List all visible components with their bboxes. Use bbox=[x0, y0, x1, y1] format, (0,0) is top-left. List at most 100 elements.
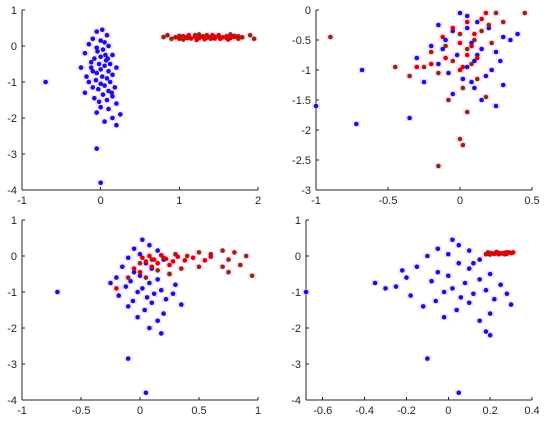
x-tick-label: 0 bbox=[445, 405, 451, 417]
data-point bbox=[493, 10, 499, 16]
point-halo-layer bbox=[302, 236, 518, 396]
data-point bbox=[464, 52, 470, 58]
data-point bbox=[104, 32, 110, 38]
data-point bbox=[104, 76, 110, 81]
data-point bbox=[441, 289, 447, 295]
data-point bbox=[443, 43, 448, 49]
data-point bbox=[177, 36, 182, 42]
data-point bbox=[103, 52, 108, 58]
data-point bbox=[477, 318, 482, 324]
data-point bbox=[483, 287, 489, 293]
data-point bbox=[251, 36, 257, 42]
data-point bbox=[169, 36, 174, 42]
series-1 bbox=[303, 237, 514, 396]
data-point bbox=[487, 271, 493, 277]
data-point bbox=[125, 304, 131, 309]
data-point bbox=[84, 74, 89, 79]
y-tick-label: -2.5 bbox=[292, 155, 311, 167]
data-point bbox=[170, 259, 176, 264]
data-point bbox=[137, 269, 143, 275]
data-point bbox=[130, 298, 136, 304]
data-point bbox=[457, 31, 463, 37]
data-point bbox=[445, 251, 451, 257]
data-point bbox=[436, 22, 441, 28]
data-point bbox=[149, 264, 155, 270]
y-tick-label: -2 bbox=[7, 323, 17, 335]
data-point bbox=[500, 19, 506, 25]
data-point bbox=[510, 250, 516, 255]
data-point bbox=[102, 119, 107, 124]
data-point bbox=[496, 251, 501, 257]
data-point bbox=[471, 260, 476, 266]
data-point bbox=[88, 59, 94, 65]
x-tick-label: -0.6 bbox=[313, 405, 332, 417]
data-point bbox=[94, 70, 100, 76]
series-2 bbox=[328, 10, 528, 169]
series-1 bbox=[313, 10, 520, 127]
data-point bbox=[498, 282, 503, 288]
data-point bbox=[492, 296, 497, 302]
data-point bbox=[472, 37, 477, 43]
data-point bbox=[143, 390, 149, 396]
y-tick-label: -0.5 bbox=[292, 35, 311, 47]
series-3 bbox=[173, 32, 241, 43]
data-point bbox=[414, 64, 420, 70]
data-point bbox=[131, 266, 137, 271]
data-point bbox=[460, 76, 466, 82]
data-point bbox=[469, 79, 474, 85]
data-point bbox=[96, 86, 101, 92]
x-tick-label: -1 bbox=[17, 405, 27, 417]
data-point bbox=[105, 56, 111, 61]
data-point bbox=[135, 289, 140, 295]
data-point bbox=[102, 63, 107, 69]
data-point bbox=[147, 325, 152, 331]
data-point bbox=[393, 284, 399, 289]
data-point bbox=[303, 289, 309, 295]
data-point bbox=[208, 254, 214, 260]
data-point bbox=[137, 260, 143, 266]
data-point bbox=[90, 68, 96, 74]
x-tick-label: -0.5 bbox=[72, 405, 91, 417]
data-point bbox=[161, 311, 166, 316]
data-point bbox=[165, 32, 170, 38]
data-point bbox=[102, 83, 107, 88]
data-point bbox=[155, 277, 160, 282]
data-point bbox=[94, 29, 100, 34]
data-point bbox=[220, 248, 225, 253]
y-tick-label: 0 bbox=[11, 251, 17, 263]
series-3 bbox=[414, 10, 489, 73]
data-point bbox=[125, 275, 131, 280]
x-tick-label: 0 bbox=[98, 195, 104, 207]
data-point bbox=[457, 136, 463, 142]
data-point bbox=[247, 32, 253, 38]
data-point bbox=[228, 32, 233, 37]
data-point bbox=[443, 55, 448, 61]
data-point bbox=[100, 47, 106, 52]
data-point bbox=[420, 304, 426, 309]
data-point bbox=[155, 260, 160, 266]
data-point bbox=[173, 282, 178, 288]
data-point bbox=[98, 104, 103, 110]
data-point bbox=[428, 49, 434, 55]
data-point bbox=[116, 293, 122, 298]
data-point bbox=[469, 43, 474, 49]
data-point bbox=[188, 36, 194, 41]
data-point bbox=[144, 295, 150, 300]
data-point bbox=[460, 142, 466, 148]
chart-panel-1: -1 0 1 2 1 0 -1 -2 -3 -4 bbox=[7, 5, 261, 207]
data-point bbox=[217, 36, 223, 42]
data-point bbox=[474, 55, 480, 61]
data-point bbox=[95, 49, 100, 54]
data-point bbox=[180, 37, 186, 42]
data-point bbox=[202, 258, 208, 263]
data-point bbox=[128, 278, 133, 284]
data-point bbox=[428, 43, 434, 49]
data-point bbox=[196, 250, 202, 255]
y-tick-label: 0 bbox=[11, 41, 17, 53]
data-point bbox=[155, 248, 160, 253]
data-point bbox=[440, 46, 446, 52]
chart-panel-4: -0.6 -0.4 -0.2 0 0.2 0.4 1 0 -1 -2 -3 -4 bbox=[291, 215, 539, 417]
data-point bbox=[107, 79, 113, 85]
data-point bbox=[158, 287, 164, 293]
data-point bbox=[110, 52, 115, 58]
